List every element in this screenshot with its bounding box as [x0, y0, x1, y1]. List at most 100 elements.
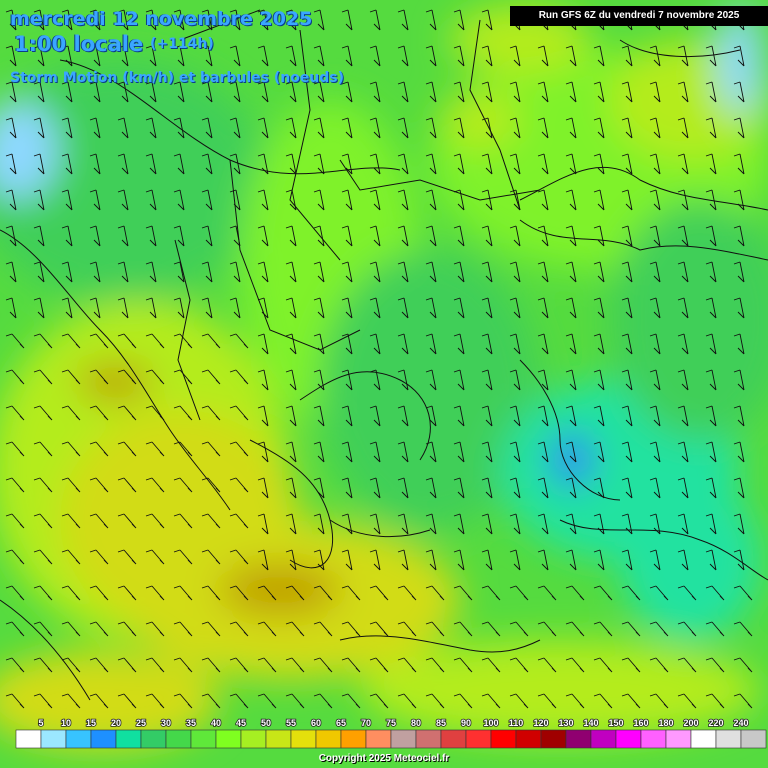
wind-barb — [397, 189, 409, 211]
wind-barb — [341, 405, 353, 427]
wind-barb — [229, 549, 249, 565]
wind-barb — [313, 297, 325, 319]
wind-barb — [621, 441, 633, 463]
wind-barb — [5, 621, 25, 637]
wind-barb — [705, 477, 717, 499]
wind-barb — [593, 369, 605, 391]
wind-barb — [229, 189, 241, 211]
wind-barb — [229, 477, 249, 493]
legend-swatch — [340, 729, 367, 749]
wind-barb — [145, 45, 157, 67]
wind-barb — [145, 585, 165, 601]
wind-barb — [397, 513, 409, 535]
wind-barb — [89, 549, 109, 565]
wind-barb — [621, 513, 633, 535]
wind-barb — [593, 477, 605, 499]
wind-barb — [425, 693, 445, 709]
wind-barb — [201, 405, 221, 421]
wind-barb — [257, 585, 277, 601]
wind-barb — [593, 45, 605, 67]
legend-tick-label: 150 — [608, 718, 623, 728]
legend-swatch — [440, 729, 467, 749]
legend-tick-label: 90 — [461, 718, 471, 728]
wind-barb — [509, 621, 529, 637]
wind-barb — [733, 81, 745, 103]
wind-barb — [33, 477, 53, 493]
wind-barb — [313, 477, 325, 499]
parameter-label: Storm Motion (km/h) et barbules (noeuds) — [10, 70, 345, 86]
wind-barb — [397, 477, 409, 499]
wind-barb — [61, 621, 81, 637]
wind-barb — [145, 225, 157, 247]
wind-barb — [313, 657, 333, 673]
legend-swatch — [590, 729, 617, 749]
wind-barb — [313, 369, 325, 391]
wind-barb — [201, 189, 213, 211]
wind-barb — [285, 333, 297, 355]
wind-barb — [481, 189, 493, 211]
wind-barb — [341, 81, 353, 103]
wind-barb — [537, 117, 549, 139]
legend-swatch — [115, 729, 142, 749]
wind-barb — [369, 297, 381, 319]
wind-barb — [341, 225, 353, 247]
speed-zone — [77, 364, 153, 400]
border-line — [229, 159, 361, 351]
wind-barb — [257, 405, 269, 427]
wind-barb — [201, 117, 213, 139]
wind-barb — [425, 405, 437, 427]
wind-barb — [733, 297, 745, 319]
wind-barb — [61, 117, 73, 139]
wind-barb — [201, 549, 221, 565]
wind-barb — [509, 261, 521, 283]
wind-barb — [33, 585, 53, 601]
wind-barb — [201, 153, 213, 175]
legend-swatch — [65, 729, 92, 749]
border-line — [174, 239, 201, 421]
wind-barb — [481, 405, 493, 427]
wind-barb — [649, 513, 661, 535]
wind-barb — [425, 225, 437, 247]
wind-barb — [397, 261, 409, 283]
legend-swatch — [740, 729, 767, 749]
wind-barb — [285, 405, 297, 427]
wind-barb — [369, 621, 389, 637]
wind-barb — [145, 477, 165, 493]
speed-zone — [360, 640, 760, 740]
wind-barb — [649, 477, 661, 499]
wind-barb — [201, 9, 213, 31]
wind-barb — [313, 549, 325, 571]
legend-swatch — [265, 729, 292, 749]
wind-barb — [565, 513, 577, 535]
wind-barb — [733, 153, 745, 175]
wind-barb — [117, 585, 137, 601]
wind-barb — [173, 621, 193, 637]
wind-barb — [33, 657, 53, 673]
wind-barb — [705, 513, 717, 535]
wind-barb — [285, 657, 305, 673]
wind-barb — [537, 297, 549, 319]
wind-barb — [453, 189, 465, 211]
wind-barb — [565, 225, 577, 247]
wind-barb — [425, 117, 437, 139]
wind-barb — [313, 45, 325, 67]
wind-barb — [341, 441, 353, 463]
wind-barb — [5, 153, 17, 175]
wind-barb — [201, 333, 221, 349]
wind-barb — [117, 333, 137, 349]
legend-swatch — [215, 729, 242, 749]
wind-barb — [509, 585, 529, 601]
speed-zone — [0, 100, 58, 200]
border-line — [519, 166, 768, 211]
legend-tick-label: 110 — [509, 718, 524, 728]
wind-barb — [173, 657, 193, 673]
wind-barb — [257, 297, 269, 319]
wind-barb — [565, 549, 577, 571]
wind-barb — [733, 369, 745, 391]
wind-barb — [117, 9, 129, 31]
legend-tick-label: 60 — [311, 718, 321, 728]
wind-barb — [341, 117, 353, 139]
wind-barb — [537, 513, 549, 535]
wind-barb — [145, 153, 157, 175]
wind-barb — [285, 225, 297, 247]
